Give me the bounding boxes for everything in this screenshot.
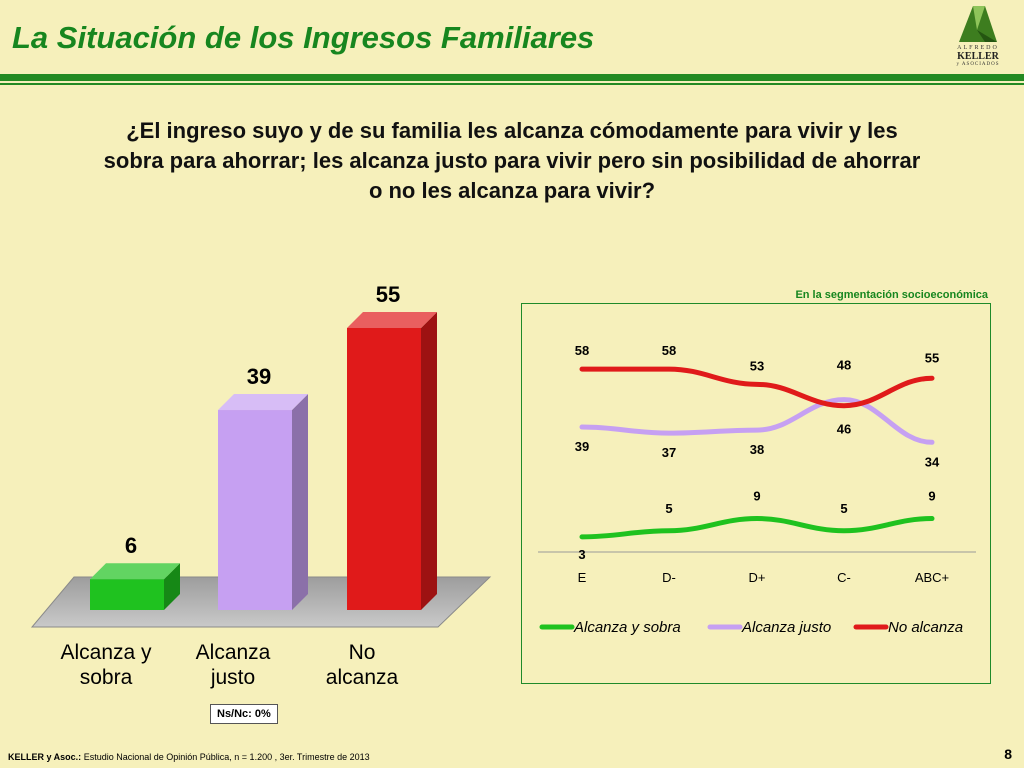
series-value-label: 53 xyxy=(750,358,764,373)
series-value-label: 58 xyxy=(662,343,676,358)
no-response-note: Ns/Nc: 0% xyxy=(210,704,278,724)
series-value-label: 38 xyxy=(750,442,764,457)
x-tick-label: D+ xyxy=(749,570,766,585)
segment-label: En la segmentación socioeconómica xyxy=(795,289,988,301)
bar-side xyxy=(292,394,308,610)
footer-source-bold: KELLER y Asoc.: xyxy=(8,752,82,762)
keller-logo: ALFREDO KELLER y ASOCIADOS xyxy=(948,4,1008,74)
series-value-label: 37 xyxy=(662,445,676,460)
bar-value-label: 6 xyxy=(125,533,137,558)
x-tick-label: E xyxy=(578,570,587,585)
bar-top xyxy=(347,312,437,328)
bar-top xyxy=(218,394,308,411)
x-tick-label: ABC+ xyxy=(915,570,949,585)
series-line-0 xyxy=(579,516,935,540)
series-value-label: 55 xyxy=(925,350,939,365)
bar-top xyxy=(90,563,180,580)
legend-item-1: Alcanza justo xyxy=(707,619,831,636)
bar-front xyxy=(90,579,164,610)
bar-category-label: Alcanza justo xyxy=(195,641,271,689)
bar-front xyxy=(218,410,292,610)
legend-item-0: Alcanza y sobra xyxy=(539,619,681,636)
series-value-label: 46 xyxy=(837,422,851,437)
keller-logo-icon xyxy=(959,6,997,42)
series-line-1 xyxy=(579,397,935,445)
legend-label: No alcanza xyxy=(888,619,963,636)
series-line-2 xyxy=(579,366,935,409)
bar-0 xyxy=(90,563,180,610)
series-value-label: 9 xyxy=(928,489,935,504)
series-value-label: 58 xyxy=(575,343,589,358)
legend-item-2: No alcanza xyxy=(853,619,963,636)
series-value-label: 9 xyxy=(753,489,760,504)
series-value-label: 3 xyxy=(578,547,585,562)
title-divider-thin xyxy=(0,83,1024,85)
x-tick-label: C- xyxy=(837,570,851,585)
bar-side xyxy=(164,563,180,610)
bar-value-label: 55 xyxy=(376,282,400,307)
bar-chart: 6 39 55 xyxy=(30,282,492,628)
slide-title: La Situación de los Ingresos Familiares xyxy=(12,20,595,55)
legend-label: Alcanza justo xyxy=(741,619,831,636)
series-value-label: 5 xyxy=(665,501,672,516)
line-chart: 3 5 9 5 9 39 37 38 48 34 58 58 53 46 55 E D- D+ C- ABC+ Al… xyxy=(538,343,976,636)
bar-2 xyxy=(347,312,437,610)
bar-front xyxy=(347,328,421,610)
bar-value-label: 39 xyxy=(247,364,271,389)
series-value-label: 5 xyxy=(840,501,847,516)
footer-source: KELLER y Asoc.: Estudio Nacional de Opin… xyxy=(8,752,370,762)
bar-1 xyxy=(218,394,308,610)
logo-text-alfredo: ALFREDO xyxy=(957,45,999,51)
bar-category-label: Alcanza y sobra xyxy=(60,641,152,689)
series-value-label: 34 xyxy=(925,454,940,469)
logo-text-asociados: y ASOCIADOS xyxy=(956,62,1000,67)
line-chart-panel: 3 5 9 5 9 39 37 38 48 34 58 58 53 46 55 E D- D+ C- ABC+ Al… xyxy=(521,303,991,684)
page-number: 8 xyxy=(1004,746,1012,762)
bar-side xyxy=(421,312,437,610)
series-value-label: 48 xyxy=(837,358,851,373)
series-value-label: 39 xyxy=(575,439,589,454)
legend-label: Alcanza y sobra xyxy=(573,619,681,636)
x-tick-label: D- xyxy=(662,570,676,585)
footer-source-text: Estudio Nacional de Opinión Pública, n =… xyxy=(83,752,370,762)
title-divider xyxy=(0,74,1024,81)
survey-question: ¿El ingreso suyo y de su familia les alc… xyxy=(103,118,921,203)
bar-category-label: No alcanza xyxy=(325,641,399,689)
logo-text-keller: KELLER xyxy=(957,51,999,62)
